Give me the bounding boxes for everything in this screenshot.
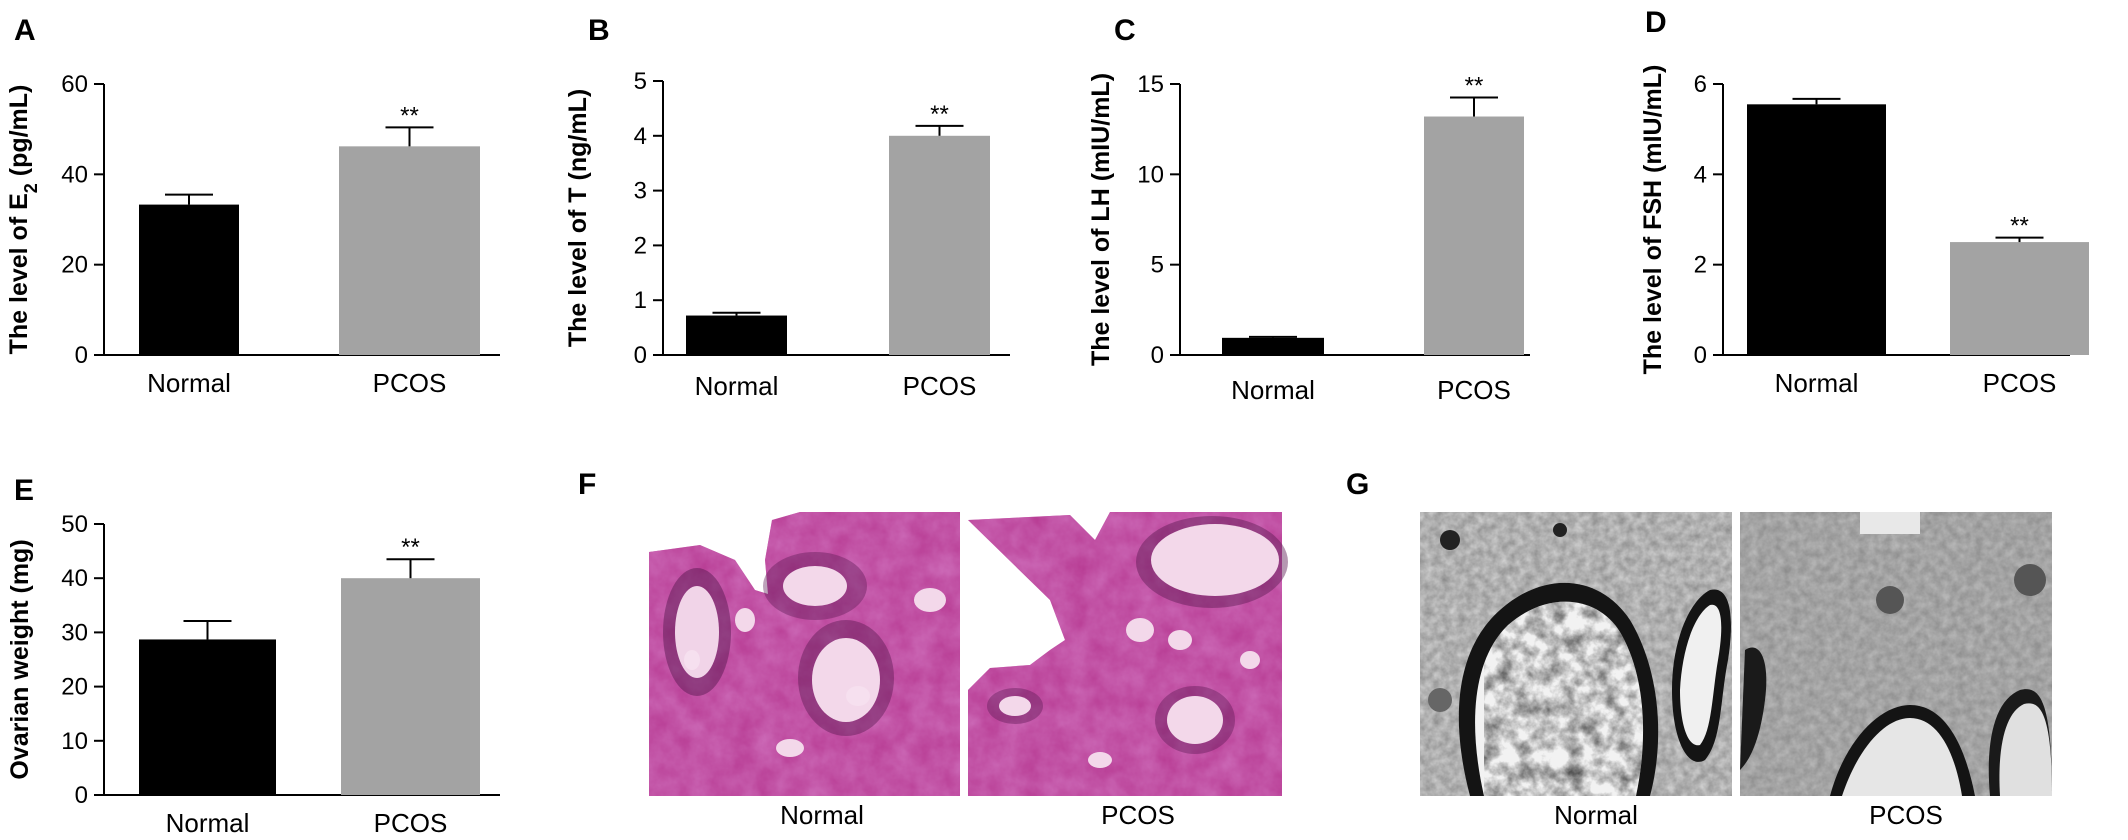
x-tick-label-e-pcos: PCOS bbox=[374, 808, 448, 838]
bar-e-normal bbox=[139, 639, 276, 795]
significance-c-pcos: ** bbox=[1465, 73, 1484, 100]
panel-letter-g: G bbox=[1346, 468, 1369, 501]
x-tick-label-b-normal: Normal bbox=[695, 371, 779, 401]
y-tick-label-b: 3 bbox=[634, 178, 647, 205]
panel-letter-d: D bbox=[1645, 6, 1667, 39]
bar-e-pcos bbox=[341, 578, 480, 795]
chart-panel-a: A 0 20 40 60 The level of E2 (pg/mL) Normal ** P… bbox=[5, 14, 500, 398]
chart-panel-c: C 0 5 10 15 The level of LH (mIU/mL) Normal ** P… bbox=[1087, 14, 1530, 405]
chart-panel-e: E 0 10 20 30 40 50 Ovarian weight (mg) Normal ** P… bbox=[6, 474, 500, 838]
bar-d-normal bbox=[1747, 104, 1886, 355]
y-axis-title-text-b: The level of T (ng/mL) bbox=[564, 89, 592, 347]
y-tick-label-a: 60 bbox=[61, 71, 88, 98]
image-label-normal-f: Normal bbox=[780, 800, 864, 830]
em-image-pcos bbox=[1740, 512, 2052, 796]
y-axis-title-text-c: The level of LH (mIU/mL) bbox=[1087, 73, 1115, 366]
histology-image-normal bbox=[649, 512, 960, 796]
y-tick-label-a: 20 bbox=[61, 252, 88, 279]
x-tick-label-a-normal: Normal bbox=[147, 368, 231, 398]
chart-panel-d: D 0 2 4 6 The level of FSH (mIU/mL) Normal ** PC… bbox=[1639, 6, 2089, 398]
y-tick-label-b: 1 bbox=[634, 287, 647, 314]
y-axis-title-a: The level of E2 (pg/mL) bbox=[5, 85, 41, 355]
y-tick-label-c: 5 bbox=[1151, 252, 1164, 279]
bar-a-pcos bbox=[339, 146, 480, 355]
x-tick-label-a-pcos: PCOS bbox=[373, 368, 447, 398]
y-axis-title-d: The level of FSH (mIU/mL) bbox=[1639, 65, 1667, 375]
y-tick-label-c: 0 bbox=[1151, 342, 1164, 369]
panel-letter-a: A bbox=[14, 14, 36, 47]
y-tick-label-b: 2 bbox=[634, 232, 647, 259]
panel-f: F bbox=[578, 468, 1288, 830]
x-tick-label-e-normal: Normal bbox=[166, 808, 250, 838]
y-tick-label-d: 4 bbox=[1694, 161, 1707, 188]
panel-g: G bbox=[1346, 468, 2052, 830]
significance-b-pcos: ** bbox=[930, 101, 949, 128]
y-axis-title-text-e: Ovarian weight (mg) bbox=[6, 539, 34, 779]
y-tick-label-e: 0 bbox=[75, 782, 88, 809]
y-tick-label-e: 10 bbox=[61, 728, 88, 755]
y-tick-label-c: 10 bbox=[1137, 161, 1164, 188]
bar-b-pcos bbox=[889, 135, 990, 355]
y-axis-title-c: The level of LH (mIU/mL) bbox=[1087, 73, 1115, 366]
chart-panel-b: B 0 1 2 3 4 5 The level of T (ng/mL) Normal ** PCO… bbox=[564, 14, 1010, 401]
image-label-normal-g: Normal bbox=[1554, 800, 1638, 830]
significance-e-pcos: ** bbox=[401, 534, 420, 561]
panel-letter-b: B bbox=[588, 14, 610, 47]
bar-d-pcos bbox=[1950, 242, 2089, 355]
y-tick-label-e: 50 bbox=[61, 511, 88, 538]
bar-c-normal bbox=[1222, 337, 1324, 355]
y-tick-label-e: 20 bbox=[61, 674, 88, 701]
bar-b-normal bbox=[686, 315, 787, 355]
x-tick-label-c-pcos: PCOS bbox=[1437, 375, 1511, 405]
panel-letter-e: E bbox=[14, 474, 34, 507]
y-axis-title-text-d: The level of FSH (mIU/mL) bbox=[1639, 65, 1667, 375]
em-image-normal bbox=[1420, 512, 1732, 796]
y-axis-title-b: The level of T (ng/mL) bbox=[564, 89, 592, 347]
bar-a-normal bbox=[139, 204, 239, 355]
y-tick-label-d: 6 bbox=[1694, 71, 1707, 98]
significance-d-pcos: ** bbox=[2010, 213, 2029, 240]
panel-letter-c: C bbox=[1114, 14, 1136, 47]
panel-letter-f: F bbox=[578, 468, 596, 501]
y-tick-label-e: 40 bbox=[61, 565, 88, 592]
y-tick-label-e: 30 bbox=[61, 619, 88, 646]
histology-image-pcos bbox=[968, 512, 1288, 796]
significance-a-pcos: ** bbox=[400, 102, 419, 129]
image-label-pcos-g: PCOS bbox=[1869, 800, 1943, 830]
bar-c-pcos bbox=[1424, 116, 1524, 356]
image-label-pcos-f: PCOS bbox=[1101, 800, 1175, 830]
y-tick-label-d: 0 bbox=[1694, 342, 1707, 369]
y-axis-title-unit-a: (pg/mL) bbox=[5, 85, 33, 184]
y-tick-label-a: 40 bbox=[61, 161, 88, 188]
y-tick-label-a: 0 bbox=[75, 342, 88, 369]
x-tick-label-b-pcos: PCOS bbox=[903, 371, 977, 401]
y-axis-title-sub-a: 2 bbox=[21, 183, 41, 193]
y-axis-title-e: Ovarian weight (mg) bbox=[6, 539, 34, 779]
x-tick-label-d-pcos: PCOS bbox=[1983, 368, 2057, 398]
y-tick-label-b: 0 bbox=[634, 342, 647, 369]
y-axis-title-text-a: The level of E bbox=[5, 193, 33, 354]
y-tick-label-c: 15 bbox=[1137, 71, 1164, 98]
x-tick-label-d-normal: Normal bbox=[1775, 368, 1859, 398]
y-tick-label-b: 5 bbox=[634, 68, 647, 95]
x-tick-label-c-normal: Normal bbox=[1231, 375, 1315, 405]
y-tick-label-d: 2 bbox=[1694, 252, 1707, 279]
y-tick-label-b: 4 bbox=[634, 123, 647, 150]
